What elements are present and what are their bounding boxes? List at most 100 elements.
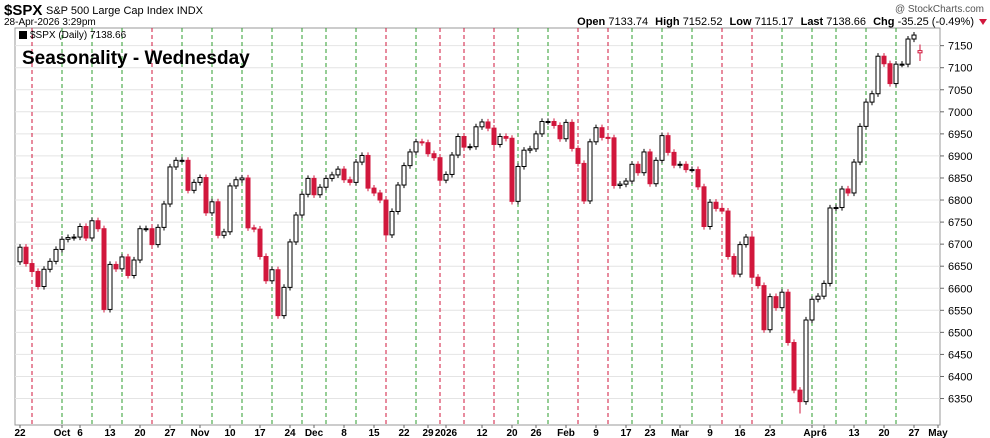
candle-body — [713, 201, 719, 209]
y-tick-label: 6400 — [948, 371, 972, 383]
candle-body — [629, 163, 635, 182]
candle-body — [689, 169, 695, 172]
x-tick-label: May — [928, 428, 948, 438]
x-tick-label: 20 — [878, 428, 890, 438]
candle-body — [635, 163, 641, 174]
candle-body — [227, 185, 233, 233]
candle-body — [383, 199, 389, 236]
candle-body — [455, 136, 461, 156]
candle-body — [131, 259, 137, 276]
candle-body — [329, 174, 335, 179]
exchange: INDX — [177, 5, 204, 17]
y-tick-label: 7000 — [948, 107, 972, 119]
candle-body — [839, 188, 845, 209]
open-value: 7133.74 — [608, 16, 648, 28]
candle-body — [317, 186, 323, 196]
candle-body — [407, 151, 413, 167]
candle-body — [281, 286, 287, 317]
candle-body — [29, 263, 35, 272]
candle-body — [245, 177, 251, 229]
x-tick-label: 26 — [530, 428, 542, 438]
candle-body — [539, 121, 545, 135]
open-label: Open — [577, 16, 605, 28]
candle-body — [521, 149, 527, 168]
candle-body — [605, 136, 611, 139]
candle-body — [509, 137, 515, 202]
candle-body — [173, 159, 179, 168]
candle-body — [425, 142, 431, 155]
candle-body — [113, 263, 119, 270]
y-tick-label: 6600 — [948, 283, 972, 295]
candle-body — [767, 296, 773, 331]
low-value: 7115.17 — [755, 16, 794, 28]
candle-body — [449, 154, 455, 175]
x-tick-label: 17 — [620, 428, 632, 438]
last-label: Last — [801, 16, 824, 28]
candle-body — [875, 55, 881, 95]
x-tick-label: 23 — [764, 428, 776, 438]
y-tick-label: 6500 — [948, 327, 972, 339]
y-tick-label: 6850 — [948, 173, 972, 185]
candle-body — [437, 157, 443, 181]
candle-body — [275, 269, 281, 317]
candle-body — [95, 220, 101, 230]
candle-body — [905, 38, 911, 65]
timestamp: 28-Apr-2026 3:29pm — [4, 17, 96, 28]
candle-body — [239, 177, 245, 181]
x-tick-label: 20 — [506, 428, 518, 438]
legend: $SPX (Daily) 7138.66 — [30, 30, 127, 41]
candle-body — [671, 151, 677, 166]
candle-body — [215, 201, 221, 236]
candle-body — [395, 184, 401, 213]
candle-body — [611, 137, 617, 186]
candle-body — [587, 141, 593, 202]
candle-body — [365, 154, 371, 189]
candle-body — [845, 188, 851, 194]
x-tick-label: 15 — [368, 428, 380, 438]
candle-body — [65, 237, 71, 240]
x-tick-label: 13 — [848, 428, 860, 438]
y-tick-label: 7150 — [948, 41, 972, 53]
candle-body — [821, 282, 827, 297]
candle-body — [695, 169, 701, 188]
high-label: High — [655, 16, 680, 28]
candle-body — [125, 256, 131, 276]
down-arrow — [979, 19, 987, 25]
index-name: S&P 500 Large Cap Index INDX — [46, 5, 204, 17]
candle-body — [467, 146, 473, 149]
candle-body — [899, 63, 905, 66]
candle-body — [593, 127, 599, 143]
last-value: 7138.66 — [826, 16, 866, 28]
candle-body — [599, 127, 605, 138]
candle-body — [35, 270, 41, 287]
candle-body — [725, 210, 731, 257]
x-tick-label: 29 — [422, 428, 434, 438]
candle-body — [623, 180, 629, 185]
candle-body — [269, 269, 275, 282]
candle-body — [47, 260, 53, 270]
watermark: @ StockCharts.com — [895, 4, 984, 15]
candle-body — [353, 161, 359, 183]
candle-body — [311, 177, 317, 196]
x-tick-label: 20 — [134, 428, 146, 438]
y-tick-label: 6800 — [948, 195, 972, 207]
x-tick-label: 8 — [341, 428, 347, 438]
candle-body — [461, 136, 467, 148]
y-tick-label: 6950 — [948, 129, 972, 141]
candle-body — [377, 192, 383, 201]
x-tick-label: Dec — [305, 428, 324, 438]
candle-body — [155, 226, 161, 246]
candle-body — [89, 220, 95, 239]
x-tick-label: 17 — [254, 428, 266, 438]
candle-body — [647, 151, 653, 185]
candle-body — [359, 154, 365, 163]
candle-body — [677, 163, 683, 166]
change-label: Chg — [873, 16, 894, 28]
candle-body — [551, 121, 557, 126]
candle-body — [863, 101, 869, 127]
plot-frame — [14, 27, 941, 426]
candle-body — [503, 136, 509, 139]
candle-body — [803, 319, 809, 403]
candle-body — [887, 63, 893, 85]
x-tick-label: 16 — [734, 428, 746, 438]
